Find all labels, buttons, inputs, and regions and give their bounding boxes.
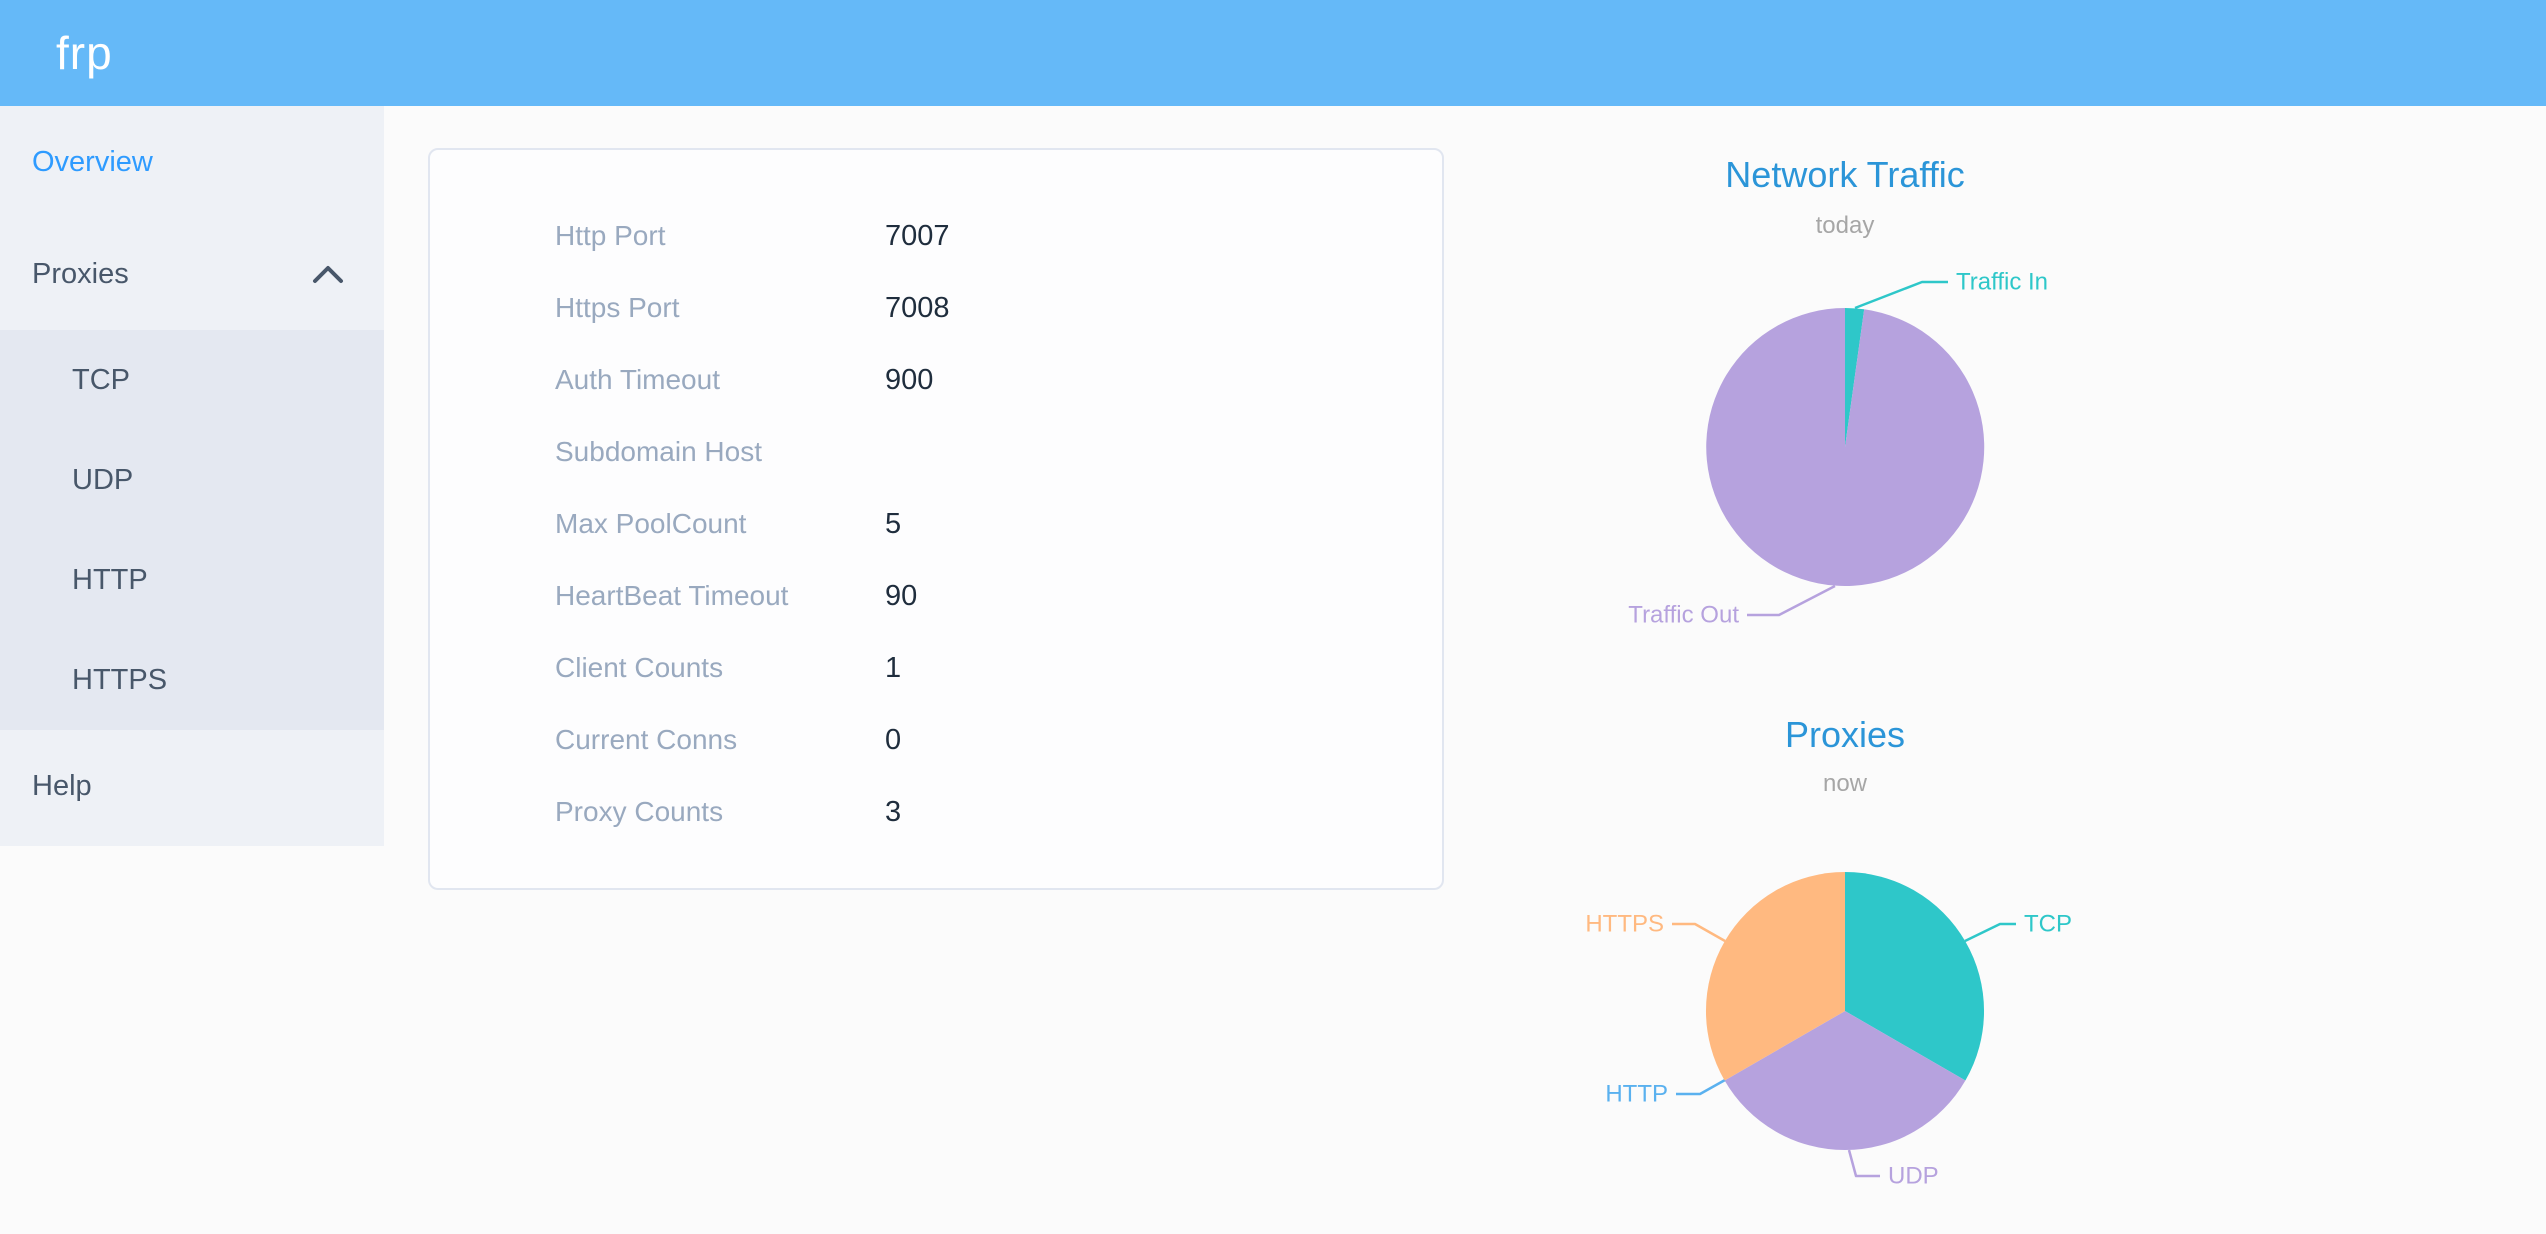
sidebar: Overview Proxies TCP UDP HTTP HTTPS Help xyxy=(0,106,384,846)
pie-slice-https[interactable] xyxy=(1705,872,1845,1081)
network-traffic-chart-title: Network Traffic xyxy=(1725,154,1965,195)
app-logo: frp xyxy=(56,27,113,79)
pie-slice-traffic-in[interactable] xyxy=(1845,307,1865,447)
pie-label-line-traffic-in xyxy=(1854,280,1948,310)
pie-slice-label-udp: UDP xyxy=(1888,1163,1939,1190)
proxies-chart-subtitle: now xyxy=(1822,770,1868,797)
pie-slice-traffic-out[interactable] xyxy=(1706,308,1985,586)
row-value: 0 xyxy=(885,723,902,756)
row-label: Auth Timeout xyxy=(555,364,720,395)
row-label: HeartBeat Timeout xyxy=(555,580,789,611)
table-row: Client Counts 1 xyxy=(430,632,1442,704)
row-label: Proxy Counts xyxy=(555,796,724,827)
sidebar-item-udp[interactable]: UDP xyxy=(0,430,384,530)
row-value: 3 xyxy=(885,795,902,828)
row-value: 7007 xyxy=(885,219,950,252)
pie-label-line-https xyxy=(1672,922,1726,943)
network-traffic-chart-subtitle: today xyxy=(1815,212,1875,239)
row-label: Client Counts xyxy=(555,652,724,683)
row-label: Current Conns xyxy=(555,724,738,755)
table-row: Max PoolCount 5 xyxy=(430,488,1442,560)
sidebar-item-https[interactable]: HTTPS xyxy=(0,630,384,730)
sidebar-item-help[interactable]: Help xyxy=(0,730,384,842)
row-value: 900 xyxy=(885,363,934,396)
table-row: Https Port 7008 xyxy=(430,272,1442,344)
sidebar-item-label: Help xyxy=(32,769,92,802)
pie-label-line-http xyxy=(1676,1078,1726,1096)
proxies-submenu: TCP UDP HTTP HTTPS xyxy=(0,330,384,730)
table-row: Auth Timeout 900 xyxy=(430,344,1442,416)
table-row: Http Port 7007 xyxy=(430,200,1442,272)
sidebar-item-http[interactable]: HTTP xyxy=(0,530,384,630)
pie-label-line-traffic-out xyxy=(1747,584,1836,617)
pie-slice-label-https: HTTPS xyxy=(1585,911,1664,938)
row-value: 1 xyxy=(885,651,902,684)
pie-slice-label-traffic-in: Traffic In xyxy=(1956,269,2048,296)
pie-slice-label-tcp: TCP xyxy=(2024,911,2072,938)
row-label: Http Port xyxy=(555,220,666,251)
app-header: frp xyxy=(0,0,2546,106)
pie-slice-label-traffic-out: Traffic Out xyxy=(1628,602,1739,629)
row-value: 90 xyxy=(885,579,918,612)
row-value: 5 xyxy=(885,507,902,540)
table-row: Proxy Counts 3 xyxy=(430,776,1442,848)
sidebar-item-label: HTTPS xyxy=(72,663,168,696)
sidebar-item-label: TCP xyxy=(72,363,130,396)
table-row: HeartBeat Timeout 90 xyxy=(430,560,1442,632)
server-info-card: Http Port 7007 Https Port 7008 Auth Time… xyxy=(428,148,1444,890)
proxies-chart-title: Proxies xyxy=(1784,714,1906,755)
sidebar-item-label: HTTP xyxy=(72,563,148,596)
sidebar-item-overview[interactable]: Overview xyxy=(0,106,384,218)
row-value: 7008 xyxy=(885,291,950,324)
row-label: Https Port xyxy=(555,292,680,323)
pie-label-line-tcp xyxy=(1964,922,2016,943)
row-label: Max PoolCount xyxy=(555,508,747,539)
pie-slice-tcp[interactable] xyxy=(1845,872,1985,1081)
pie-slice-label-http: HTTP xyxy=(1605,1081,1668,1108)
pie-slice-udp[interactable] xyxy=(1724,1011,1966,1151)
chevron-up-icon xyxy=(313,266,343,283)
sidebar-item-label: UDP xyxy=(72,463,134,496)
pie-label-line-udp xyxy=(1847,1149,1880,1178)
row-label: Subdomain Host xyxy=(555,436,763,467)
sidebar-item-label: Proxies xyxy=(32,257,129,290)
table-row: Subdomain Host xyxy=(430,416,1442,488)
sidebar-item-tcp[interactable]: TCP xyxy=(0,330,384,430)
sidebar-item-proxies[interactable]: Proxies xyxy=(0,218,384,330)
table-row: Current Conns 0 xyxy=(430,704,1442,776)
sidebar-item-label: Overview xyxy=(32,145,153,178)
